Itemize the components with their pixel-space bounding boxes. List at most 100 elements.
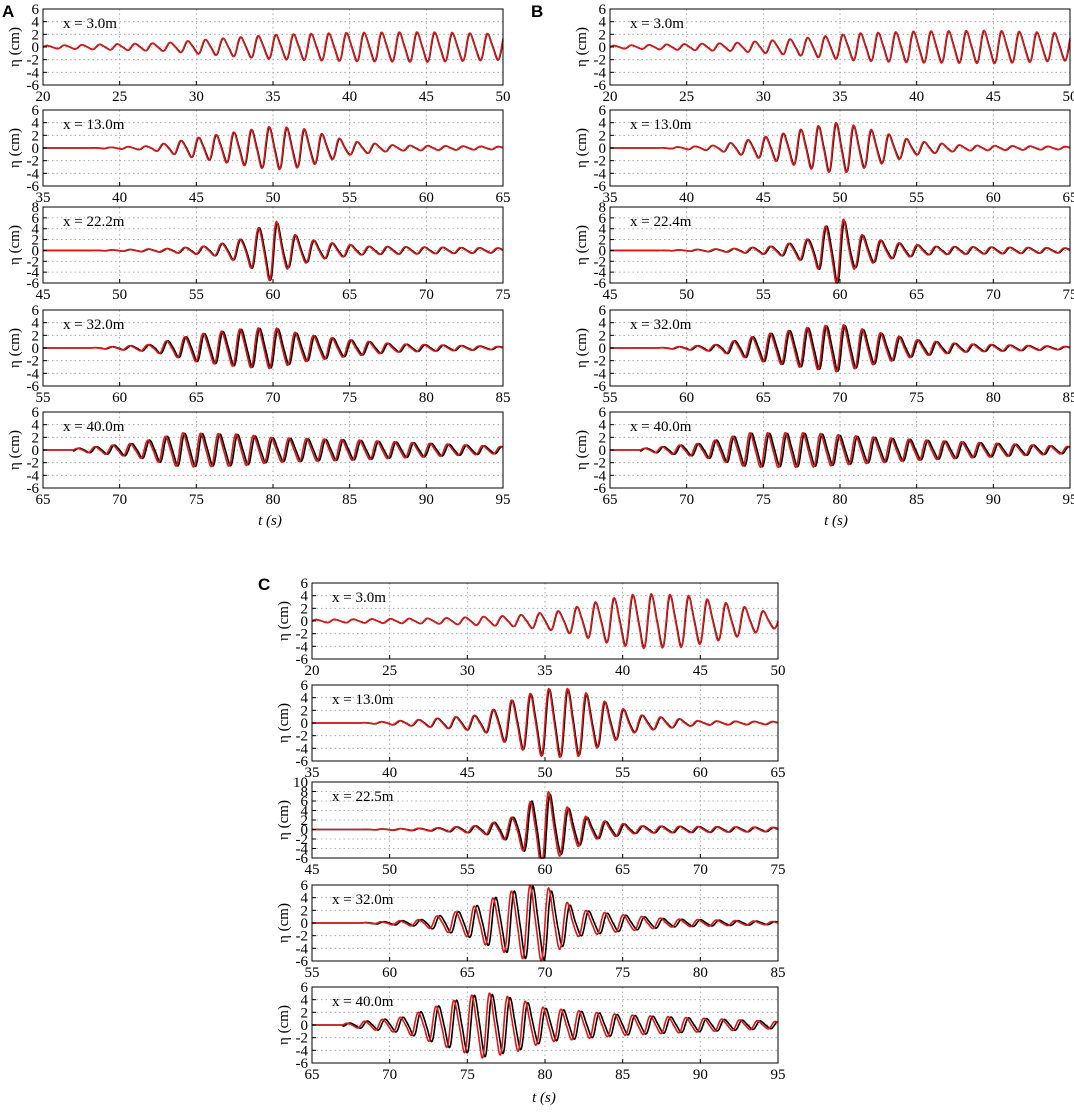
x-tick-label: 65 — [756, 390, 771, 406]
y-tick-label: -2 — [594, 354, 607, 370]
y-tick-label: 6 — [599, 211, 607, 227]
simulated-series-line — [311, 687, 779, 759]
y-tick-label: 2 — [32, 128, 40, 144]
y-tick-label: -6 — [594, 276, 607, 292]
y-tick-label: -6 — [594, 379, 607, 395]
x-tick-label: 20 — [305, 663, 320, 679]
y-tick-label: -4 — [594, 265, 607, 281]
x-tick-label: 70 — [679, 492, 694, 508]
y-tick-label: 0 — [32, 443, 40, 459]
y-tick-label: 2 — [599, 328, 607, 344]
simulated-series-line — [311, 992, 779, 1059]
panel-letter: C — [258, 575, 270, 594]
y-tick-label: -4 — [296, 741, 309, 757]
x-tick-label: 50 — [679, 287, 694, 303]
x-tick-label: 55 — [189, 287, 204, 303]
y-tick-label: -2 — [296, 729, 309, 745]
x-tick-label: 30 — [189, 89, 204, 105]
station-label: x = 3.0m — [630, 16, 684, 32]
y-tick-label: -2 — [296, 627, 309, 643]
y-tick-label: 2 — [301, 903, 309, 919]
y-tick-label: -6 — [296, 1056, 309, 1072]
y-tick-label: 6 — [32, 103, 40, 119]
y-tick-label: 4 — [301, 993, 309, 1009]
x-tick-label: 60 — [419, 190, 434, 206]
y-axis-label: η (cm) — [7, 225, 23, 265]
x-tick-label: 20 — [36, 89, 51, 105]
y-tick-label: -2 — [594, 53, 607, 69]
y-tick-label: 4 — [32, 316, 40, 332]
station-label: x = 13.0m — [630, 117, 692, 133]
x-tick-label: 80 — [693, 965, 708, 981]
x-tick-label: 35 — [36, 190, 51, 206]
station-label: x = 32.0m — [63, 317, 125, 333]
simulated-series-line — [311, 884, 779, 962]
x-tick-label: 60 — [833, 287, 848, 303]
y-tick-label: -6 — [594, 179, 607, 195]
station-label: x = 13.0m — [63, 117, 125, 133]
x-tick-label: 75 — [615, 965, 630, 981]
y-tick-label: -4 — [296, 1043, 309, 1059]
x-tick-label: 65 — [771, 765, 786, 781]
x-tick-label: 70 — [112, 492, 127, 508]
y-tick-label: 6 — [599, 303, 607, 319]
x-tick-label: 95 — [771, 1067, 786, 1083]
x-tick-label: 75 — [756, 492, 771, 508]
y-tick-label: 4 — [301, 804, 309, 820]
y-tick-label: 6 — [301, 576, 309, 592]
y-tick-label: 0 — [599, 243, 607, 259]
x-tick-label: 65 — [496, 190, 511, 206]
x-tick-label: 50 — [833, 190, 848, 206]
x-tick-label: 75 — [1063, 287, 1074, 303]
x-tick-label: 65 — [189, 390, 204, 406]
x-axis-label: t (s) — [824, 513, 848, 529]
x-tick-label: 60 — [986, 190, 1001, 206]
y-axis-label: η (cm) — [7, 27, 23, 67]
y-axis-label: η (cm) — [7, 430, 23, 470]
x-tick-label: 30 — [460, 663, 475, 679]
x-tick-label: 70 — [833, 390, 848, 406]
y-tick-label: -2 — [27, 456, 40, 472]
x-tick-label: 75 — [771, 862, 786, 878]
x-tick-label: 85 — [771, 965, 786, 981]
x-tick-label: 40 — [382, 765, 397, 781]
x-tick-label: 55 — [615, 765, 630, 781]
x-tick-label: 70 — [419, 287, 434, 303]
x-tick-label: 85 — [615, 1067, 630, 1083]
y-axis-label: η (cm) — [276, 903, 292, 943]
x-tick-label: 75 — [342, 390, 357, 406]
y-axis-label: η (cm) — [7, 328, 23, 368]
x-tick-label: 85 — [496, 390, 511, 406]
y-tick-label: -2 — [27, 154, 40, 170]
x-tick-label: 60 — [538, 862, 553, 878]
x-tick-label: 65 — [460, 965, 475, 981]
x-tick-label: 25 — [112, 89, 127, 105]
station-label: x = 32.0m — [332, 892, 394, 908]
y-tick-label: 6 — [599, 103, 607, 119]
y-tick-label: 4 — [599, 418, 607, 434]
y-tick-label: 6 — [301, 678, 309, 694]
x-axis-label: t (s) — [258, 513, 282, 529]
y-tick-label: 0 — [599, 40, 607, 56]
y-axis-label: η (cm) — [7, 128, 23, 168]
x-tick-label: 45 — [756, 190, 771, 206]
y-tick-label: -4 — [594, 65, 607, 81]
x-tick-label: 60 — [266, 287, 281, 303]
y-tick-label: -2 — [594, 456, 607, 472]
y-tick-label: -6 — [296, 652, 309, 668]
station-label: x = 32.0m — [630, 317, 692, 333]
y-tick-label: 6 — [32, 405, 40, 421]
y-tick-label: 2 — [599, 233, 607, 249]
x-tick-label: 70 — [986, 287, 1001, 303]
y-tick-label: -4 — [594, 166, 607, 182]
x-tick-label: 50 — [538, 765, 553, 781]
simulated-series-line — [42, 432, 504, 468]
y-tick-label: 0 — [32, 341, 40, 357]
y-tick-label: 0 — [599, 443, 607, 459]
y-axis-label: η (cm) — [574, 225, 590, 265]
